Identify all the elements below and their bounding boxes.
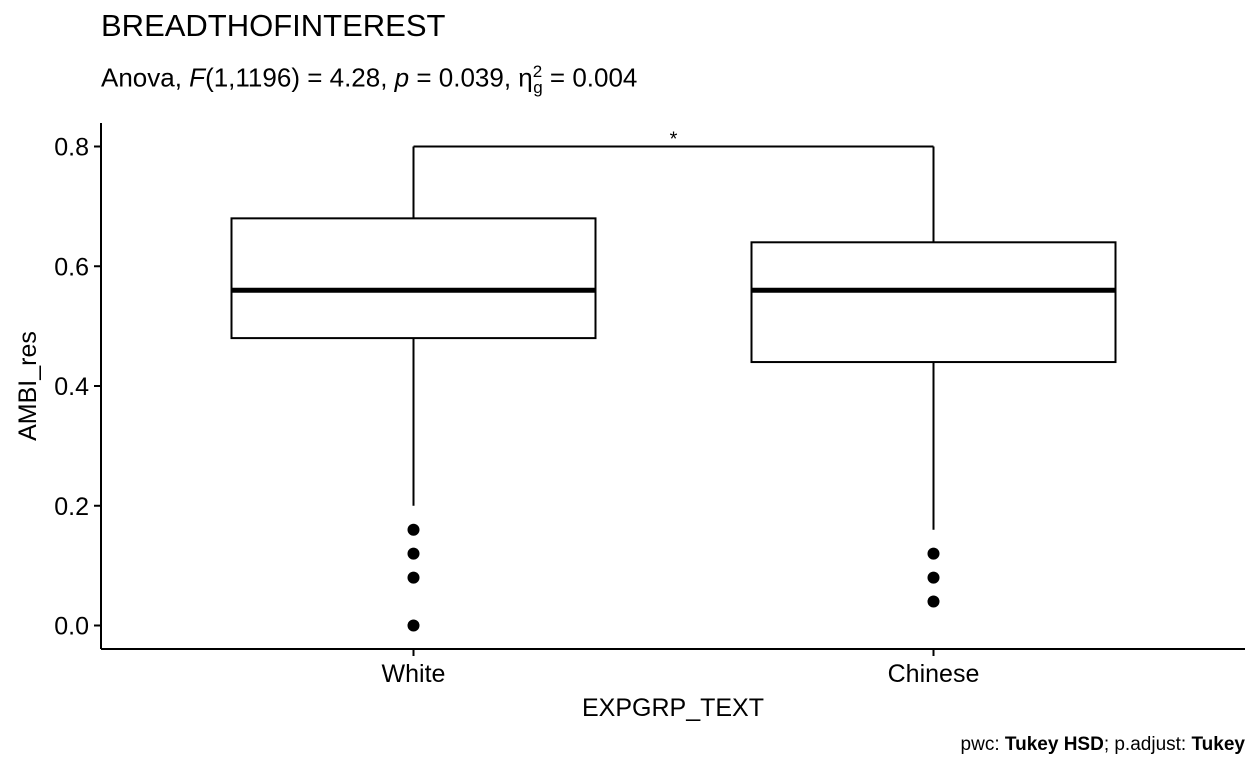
subtitle-eta-sup: 2 (532, 62, 543, 81)
chart-title: BREADTHOFINTEREST (101, 8, 446, 43)
caption-pwc-prefix: pwc: (960, 734, 1005, 755)
outlier-chinese-0 (927, 547, 940, 560)
significance-label: * (670, 129, 678, 151)
outlier-white-3 (407, 619, 420, 632)
outlier-white-0 (407, 523, 420, 536)
y-axis-label: AMBI_res (14, 331, 42, 441)
x-tick-label-chinese: Chinese (888, 660, 980, 688)
subtitle-eta-value: = 0.004 (542, 62, 638, 93)
subtitle-eta: η2g (518, 62, 542, 98)
subtitle-f-df: (1,1196) = 4.28, (205, 62, 395, 93)
y-tick-label-2: 0.4 (54, 373, 89, 401)
y-tick-label-3: 0.6 (54, 253, 89, 281)
outlier-white-2 (407, 571, 420, 584)
y-tick-label-1: 0.2 (54, 493, 89, 521)
subtitle-p-label: p (394, 62, 410, 93)
subtitle-eta-sub: g (533, 77, 543, 97)
y-tick-label-4: 0.8 (54, 134, 89, 162)
subtitle-prefix: Anova, (101, 62, 190, 93)
caption-adjust-method: Tukey (1191, 734, 1245, 755)
outlier-white-1 (407, 547, 420, 560)
outlier-chinese-2 (927, 595, 940, 608)
caption-adjust-prefix: ; p.adjust: (1103, 734, 1192, 755)
subtitle-eta-symbol: η (518, 62, 533, 93)
caption-pwc-method: Tukey HSD (1004, 734, 1104, 755)
y-tick-label-0: 0.0 (54, 613, 89, 641)
subtitle-f-label: F (189, 62, 206, 93)
chart-caption: pwc: Tukey HSD; p.adjust: Tukey (961, 734, 1245, 756)
subtitle-p-value: = 0.039, (409, 62, 519, 93)
box-white (230, 217, 597, 340)
x-tick-label-white: White (382, 660, 446, 688)
x-axis-label: EXPGRP_TEXT (582, 694, 764, 722)
box-chinese (750, 241, 1117, 364)
chart-subtitle: Anova, F(1,1196) = 4.28, p = 0.039, η2g … (101, 62, 637, 98)
outlier-chinese-1 (927, 571, 940, 584)
